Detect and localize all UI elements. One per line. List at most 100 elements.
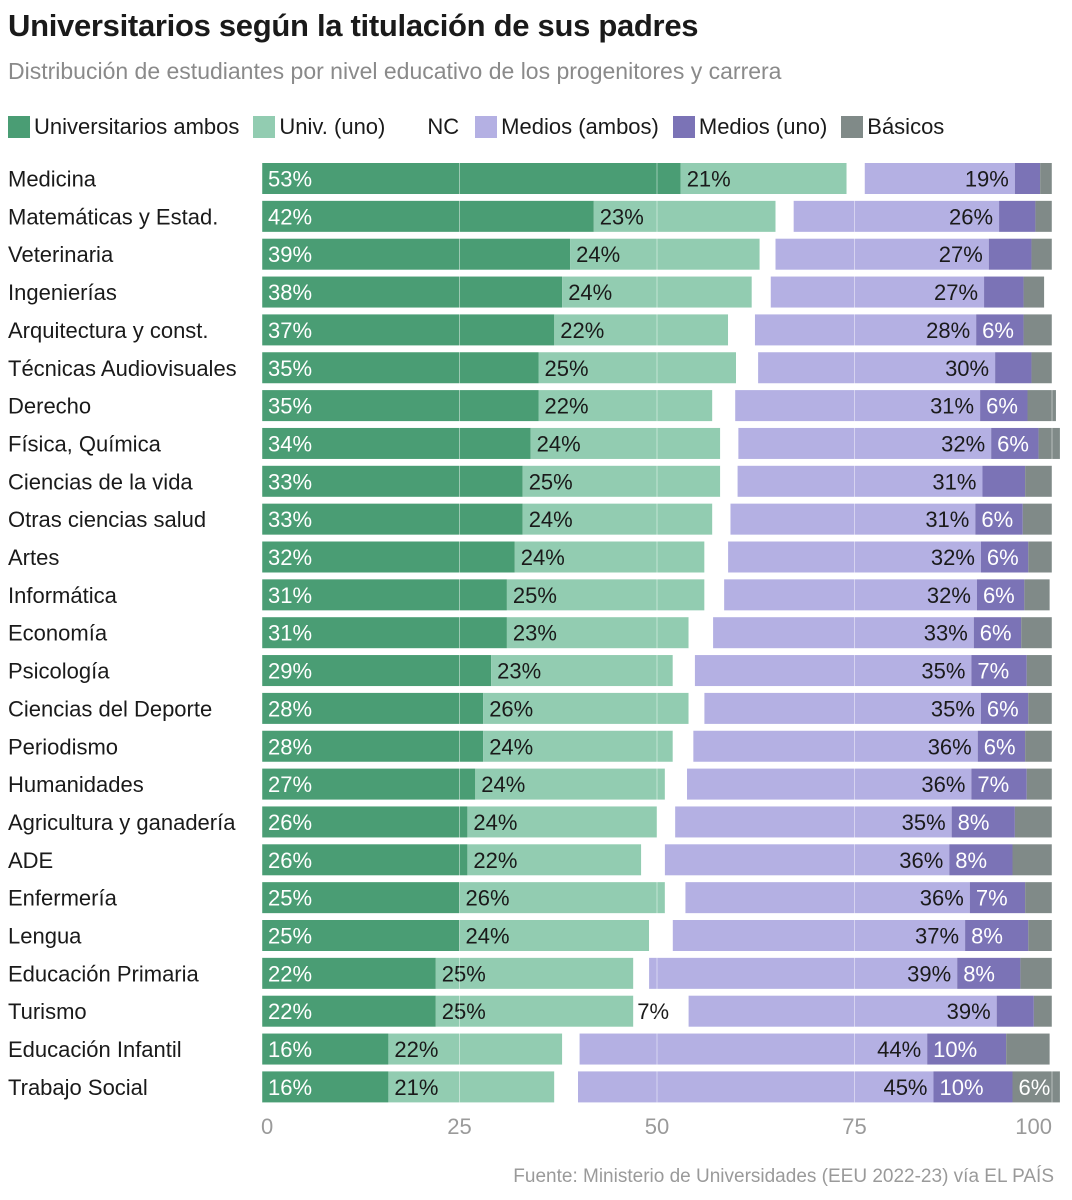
category-label: Enfermería — [8, 886, 118, 911]
data-label: 29% — [268, 659, 312, 684]
bar-segment — [633, 995, 689, 1027]
bar-segment — [262, 200, 594, 232]
data-label: 27% — [934, 280, 978, 305]
bar-segment — [685, 882, 970, 914]
bar-segment — [1021, 617, 1052, 649]
bar-segment — [971, 768, 1027, 800]
bar-segment — [980, 541, 1029, 573]
legend-swatch-1 — [253, 116, 276, 138]
legend-label-2: NC — [427, 114, 460, 139]
data-label: 25% — [268, 924, 312, 949]
data-label: 26% — [466, 886, 510, 911]
bar-segment — [262, 579, 507, 611]
bar-segment — [687, 768, 972, 800]
bar-segment — [980, 390, 1028, 422]
bar-segment — [262, 957, 436, 989]
bar-segment — [435, 995, 634, 1027]
data-label: 8% — [971, 924, 1003, 949]
category-label: Ciencias del Deporte — [8, 696, 212, 721]
data-label: 6% — [981, 507, 1013, 532]
bar-segment — [262, 1071, 389, 1103]
data-label: 24% — [529, 507, 573, 532]
category-label: Lengua — [8, 924, 82, 949]
bar-segment — [459, 920, 650, 951]
chart-title: Universitarios según la titulación de su… — [8, 8, 699, 43]
data-label: 8% — [963, 961, 995, 986]
data-label: 31% — [268, 583, 312, 608]
data-label: 6% — [987, 545, 1019, 570]
legend-label-3: Medios (ambos) — [501, 114, 659, 139]
x-tick-label: 75 — [842, 1114, 866, 1139]
bar-segment — [435, 957, 634, 989]
bar-segment — [262, 806, 468, 838]
data-label: 16% — [268, 1037, 312, 1062]
category-label: Derecho — [8, 394, 91, 419]
bar-segment — [704, 579, 725, 611]
bar-segment — [262, 692, 484, 724]
data-label: 25% — [529, 469, 573, 494]
bar-segment — [1012, 844, 1052, 876]
bar-segment — [688, 995, 997, 1027]
bar-segment — [976, 579, 1025, 611]
bar-segment — [694, 655, 972, 687]
data-label: 32% — [931, 545, 975, 570]
data-label: 21% — [394, 1075, 438, 1100]
bar-segment — [933, 1071, 1013, 1103]
legend-swatch-5 — [841, 116, 864, 138]
data-label: 6% — [980, 621, 1012, 646]
bar-segment — [514, 541, 705, 573]
bar-segment — [467, 806, 657, 838]
bar-segment — [1006, 1033, 1050, 1065]
x-tick-label: 25 — [447, 1114, 471, 1139]
bar-segment — [672, 920, 966, 951]
legend-item-0: Universitarios ambos — [8, 114, 239, 140]
data-label: 26% — [268, 848, 312, 873]
bar-segment — [262, 730, 484, 762]
data-label: 7% — [976, 886, 1008, 911]
bar-segment — [554, 314, 729, 346]
data-label: 10% — [940, 1075, 984, 1100]
legend-label-4: Medios (uno) — [698, 114, 828, 139]
bar-segment — [982, 465, 1026, 497]
bar-segment — [475, 768, 665, 800]
bar-segment — [1035, 200, 1052, 232]
data-label: 31% — [925, 507, 969, 532]
data-label: 35% — [268, 394, 312, 419]
data-label: 7% — [977, 772, 1009, 797]
data-label: 32% — [268, 545, 312, 570]
data-label: 33% — [268, 469, 312, 494]
data-label: 16% — [268, 1075, 312, 1100]
bar-segment — [770, 276, 985, 308]
bar-segment — [969, 882, 1026, 914]
bar-segment — [633, 957, 650, 989]
data-label: 19% — [965, 167, 1009, 192]
category-label: ADE — [8, 848, 53, 873]
bar-segment — [991, 427, 1039, 459]
category-label: Trabajo Social — [8, 1075, 148, 1100]
data-label: 30% — [945, 356, 989, 381]
bar-segment — [672, 655, 695, 687]
bar-segment — [977, 730, 1026, 762]
data-label: 26% — [489, 696, 533, 721]
data-label: 36% — [920, 886, 964, 911]
category-label: Economía — [8, 621, 108, 646]
bar-segment — [262, 541, 515, 573]
data-label: 27% — [268, 772, 312, 797]
data-label: 45% — [883, 1075, 927, 1100]
category-label: Técnicas Audiovisuales — [8, 356, 237, 381]
bar-segment — [864, 163, 1015, 194]
bar-segment — [1026, 655, 1052, 687]
category-label: Otras ciencias salud — [8, 507, 206, 532]
bar-segment — [1020, 957, 1052, 989]
bar-segment — [664, 768, 688, 800]
data-label: 6% — [983, 583, 1015, 608]
data-label: 36% — [899, 848, 943, 873]
bar-segment — [1012, 1071, 1060, 1103]
bar-segment — [506, 579, 705, 611]
bar-segment — [704, 692, 981, 724]
data-label: 28% — [268, 696, 312, 721]
bar-segment — [680, 163, 847, 194]
bar-segment — [1028, 692, 1052, 724]
bar-segment — [483, 692, 689, 724]
data-label: 6% — [982, 318, 1014, 343]
